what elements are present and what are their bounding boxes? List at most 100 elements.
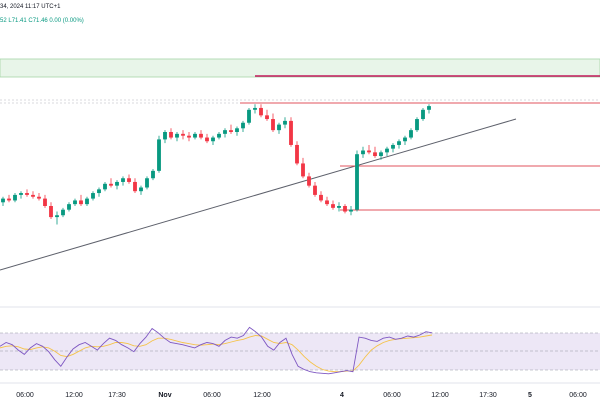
candle[interactable] — [343, 204, 347, 214]
candle-body — [181, 133, 185, 136]
candle[interactable] — [115, 180, 119, 190]
candle[interactable] — [421, 107, 425, 121]
candle[interactable] — [409, 128, 413, 140]
candle[interactable] — [319, 191, 323, 203]
candle-body — [157, 139, 161, 171]
candle-body — [169, 132, 173, 138]
x-tick-label: 17:30 — [479, 392, 497, 399]
candle[interactable] — [259, 104, 263, 118]
candle[interactable] — [163, 130, 167, 144]
candle[interactable] — [397, 139, 401, 149]
candle[interactable] — [283, 117, 287, 129]
candle[interactable] — [121, 176, 125, 186]
candle[interactable] — [169, 128, 173, 140]
candle[interactable] — [133, 178, 137, 194]
candle-body — [415, 119, 419, 131]
candle[interactable] — [403, 135, 407, 145]
candle[interactable] — [223, 128, 227, 138]
candle-body — [205, 137, 209, 142]
candle[interactable] — [73, 198, 77, 206]
candle[interactable] — [253, 104, 257, 114]
candle[interactable] — [241, 120, 245, 132]
candle[interactable] — [313, 181, 317, 197]
candle[interactable] — [271, 113, 275, 133]
candle[interactable] — [349, 206, 353, 216]
candle-body — [289, 120, 293, 145]
candle[interactable] — [109, 178, 113, 188]
candle[interactable] — [79, 194, 83, 206]
candle[interactable] — [415, 117, 419, 132]
candle[interactable] — [181, 130, 185, 140]
candle[interactable] — [151, 169, 155, 181]
x-tick-label: 12:00 — [65, 392, 83, 399]
candle[interactable] — [127, 174, 131, 184]
candle[interactable] — [373, 146, 377, 158]
candle[interactable] — [277, 122, 281, 134]
candle[interactable] — [67, 202, 71, 212]
candle[interactable] — [385, 146, 389, 157]
candle[interactable] — [13, 193, 17, 203]
candle[interactable] — [331, 200, 335, 210]
candle[interactable] — [187, 132, 191, 142]
candle[interactable] — [43, 194, 47, 208]
candle[interactable] — [7, 194, 11, 203]
candle[interactable] — [145, 176, 149, 190]
candle[interactable] — [229, 124, 233, 134]
candle[interactable] — [235, 126, 239, 136]
candle-body — [259, 107, 263, 116]
candle[interactable] — [31, 191, 35, 199]
candle[interactable] — [427, 104, 431, 114]
candle-body — [319, 194, 323, 201]
x-tick-label: 06:00 — [569, 392, 587, 399]
candle[interactable] — [61, 207, 65, 218]
candle[interactable] — [361, 146, 365, 158]
candle-body — [379, 152, 383, 157]
candle-body — [367, 150, 371, 153]
candle-body — [31, 194, 35, 197]
candle[interactable] — [367, 144, 371, 155]
candle[interactable] — [97, 187, 101, 197]
candle[interactable] — [199, 130, 203, 140]
candle[interactable] — [85, 196, 89, 206]
candle[interactable] — [379, 150, 383, 160]
candle[interactable] — [295, 141, 299, 166]
candle[interactable] — [25, 189, 29, 197]
candle[interactable] — [307, 172, 311, 188]
candle[interactable] — [337, 202, 341, 212]
chart-header: 34, 2024 11:17 UTC+1 52 L71.41 C71.46 0.… — [0, 0, 84, 24]
candle-body — [163, 132, 167, 140]
trend-line[interactable] — [0, 118, 517, 271]
x-tick-label: 12:00 — [431, 392, 449, 399]
candle[interactable] — [217, 132, 221, 140]
candle[interactable] — [391, 143, 395, 153]
candle[interactable] — [205, 133, 209, 144]
supply-zone[interactable] — [0, 58, 600, 78]
candle[interactable] — [1, 196, 5, 206]
x-tick-label: 12:00 — [253, 392, 271, 399]
candle[interactable] — [193, 132, 197, 140]
candle[interactable] — [55, 211, 59, 225]
candle[interactable] — [301, 157, 305, 179]
candle[interactable] — [211, 135, 215, 145]
candle[interactable] — [139, 185, 143, 195]
candle-body — [145, 178, 149, 188]
candle[interactable] — [265, 109, 269, 121]
candle[interactable] — [103, 181, 107, 192]
candle-body — [223, 130, 227, 134]
candle[interactable] — [325, 196, 329, 206]
candle[interactable] — [37, 193, 41, 201]
candle-body — [37, 196, 41, 199]
candle[interactable] — [91, 191, 95, 201]
candle[interactable] — [157, 135, 161, 173]
candle-body — [373, 152, 377, 157]
candle[interactable] — [289, 117, 293, 147]
candle[interactable] — [355, 150, 359, 212]
candle-body — [355, 154, 359, 210]
candle[interactable] — [19, 191, 23, 199]
candle[interactable] — [175, 132, 179, 142]
candle[interactable] — [49, 202, 53, 219]
candle[interactable] — [247, 107, 251, 125]
candle-body — [325, 200, 329, 205]
candle-body — [97, 189, 101, 194]
